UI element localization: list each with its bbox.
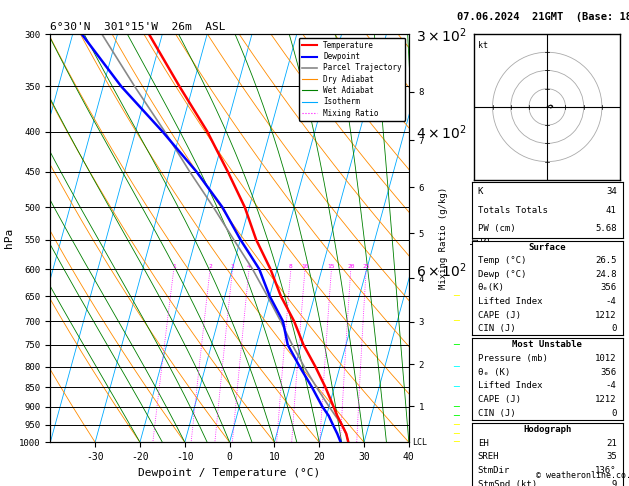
Text: Temp (°C): Temp (°C)	[478, 257, 526, 265]
Text: 356: 356	[601, 283, 616, 293]
Text: Most Unstable: Most Unstable	[512, 340, 582, 349]
Text: Pressure (mb): Pressure (mb)	[478, 354, 548, 363]
Text: ─: ─	[453, 382, 459, 392]
Text: ─: ─	[453, 437, 459, 447]
Text: 26.5: 26.5	[595, 257, 616, 265]
Text: -4: -4	[606, 297, 616, 306]
Y-axis label: hPa: hPa	[4, 228, 14, 248]
Text: EH: EH	[478, 439, 489, 448]
Text: 1012: 1012	[595, 354, 616, 363]
Y-axis label: km
ASL: km ASL	[470, 229, 492, 247]
Text: -4: -4	[606, 382, 616, 390]
Text: 1: 1	[172, 264, 175, 269]
Text: kt: kt	[478, 41, 488, 51]
Text: 9: 9	[611, 480, 616, 486]
Text: SREH: SREH	[478, 452, 499, 461]
Text: θₑ (K): θₑ (K)	[478, 368, 510, 377]
Text: PW (cm): PW (cm)	[478, 225, 515, 233]
Text: © weatheronline.co.uk: © weatheronline.co.uk	[536, 471, 629, 480]
Text: ─: ─	[453, 411, 459, 421]
Text: Totals Totals: Totals Totals	[478, 206, 548, 215]
Text: ─: ─	[453, 291, 459, 301]
Text: 3: 3	[231, 264, 235, 269]
Text: 20: 20	[347, 264, 355, 269]
Text: 5.68: 5.68	[595, 225, 616, 233]
Text: 1212: 1212	[595, 311, 616, 319]
Text: 356: 356	[601, 368, 616, 377]
Text: 2: 2	[208, 264, 212, 269]
Text: Lifted Index: Lifted Index	[478, 382, 542, 390]
Text: ─: ─	[453, 316, 459, 326]
Text: θₑ(K): θₑ(K)	[478, 283, 504, 293]
Text: 136°: 136°	[595, 466, 616, 475]
Text: Dewp (°C): Dewp (°C)	[478, 270, 526, 279]
Text: 25: 25	[362, 264, 370, 269]
Text: ─: ─	[453, 362, 459, 372]
Text: 15: 15	[328, 264, 335, 269]
Text: 6°30'N  301°15'W  26m  ASL: 6°30'N 301°15'W 26m ASL	[50, 22, 226, 32]
Text: StmSpd (kt): StmSpd (kt)	[478, 480, 537, 486]
Text: 21: 21	[606, 439, 616, 448]
Text: 0: 0	[611, 324, 616, 333]
X-axis label: Dewpoint / Temperature (°C): Dewpoint / Temperature (°C)	[138, 468, 321, 478]
Text: ─: ─	[453, 420, 459, 430]
Text: 8: 8	[289, 264, 292, 269]
Text: Mixing Ratio (g/kg): Mixing Ratio (g/kg)	[439, 187, 448, 289]
Text: CAPE (J): CAPE (J)	[478, 311, 521, 319]
Text: CAPE (J): CAPE (J)	[478, 395, 521, 404]
Text: 4: 4	[247, 264, 251, 269]
Text: CIN (J): CIN (J)	[478, 324, 515, 333]
Legend: Temperature, Dewpoint, Parcel Trajectory, Dry Adiabat, Wet Adiabat, Isotherm, Mi: Temperature, Dewpoint, Parcel Trajectory…	[299, 38, 405, 121]
Text: ─: ─	[453, 340, 459, 350]
Text: 41: 41	[606, 206, 616, 215]
Text: K: K	[478, 187, 483, 196]
Text: Lifted Index: Lifted Index	[478, 297, 542, 306]
Text: ─: ─	[453, 429, 459, 439]
Text: LCL: LCL	[413, 438, 428, 447]
Text: 35: 35	[606, 452, 616, 461]
Text: 10: 10	[301, 264, 309, 269]
Text: 24.8: 24.8	[595, 270, 616, 279]
Text: 07.06.2024  21GMT  (Base: 18): 07.06.2024 21GMT (Base: 18)	[457, 12, 629, 22]
Text: CIN (J): CIN (J)	[478, 409, 515, 418]
Text: Surface: Surface	[528, 243, 566, 252]
Text: StmDir: StmDir	[478, 466, 510, 475]
Text: ─: ─	[453, 401, 459, 412]
Text: Hodograph: Hodograph	[523, 425, 571, 434]
Text: 1212: 1212	[595, 395, 616, 404]
Text: 34: 34	[606, 187, 616, 196]
Text: 0: 0	[611, 409, 616, 418]
